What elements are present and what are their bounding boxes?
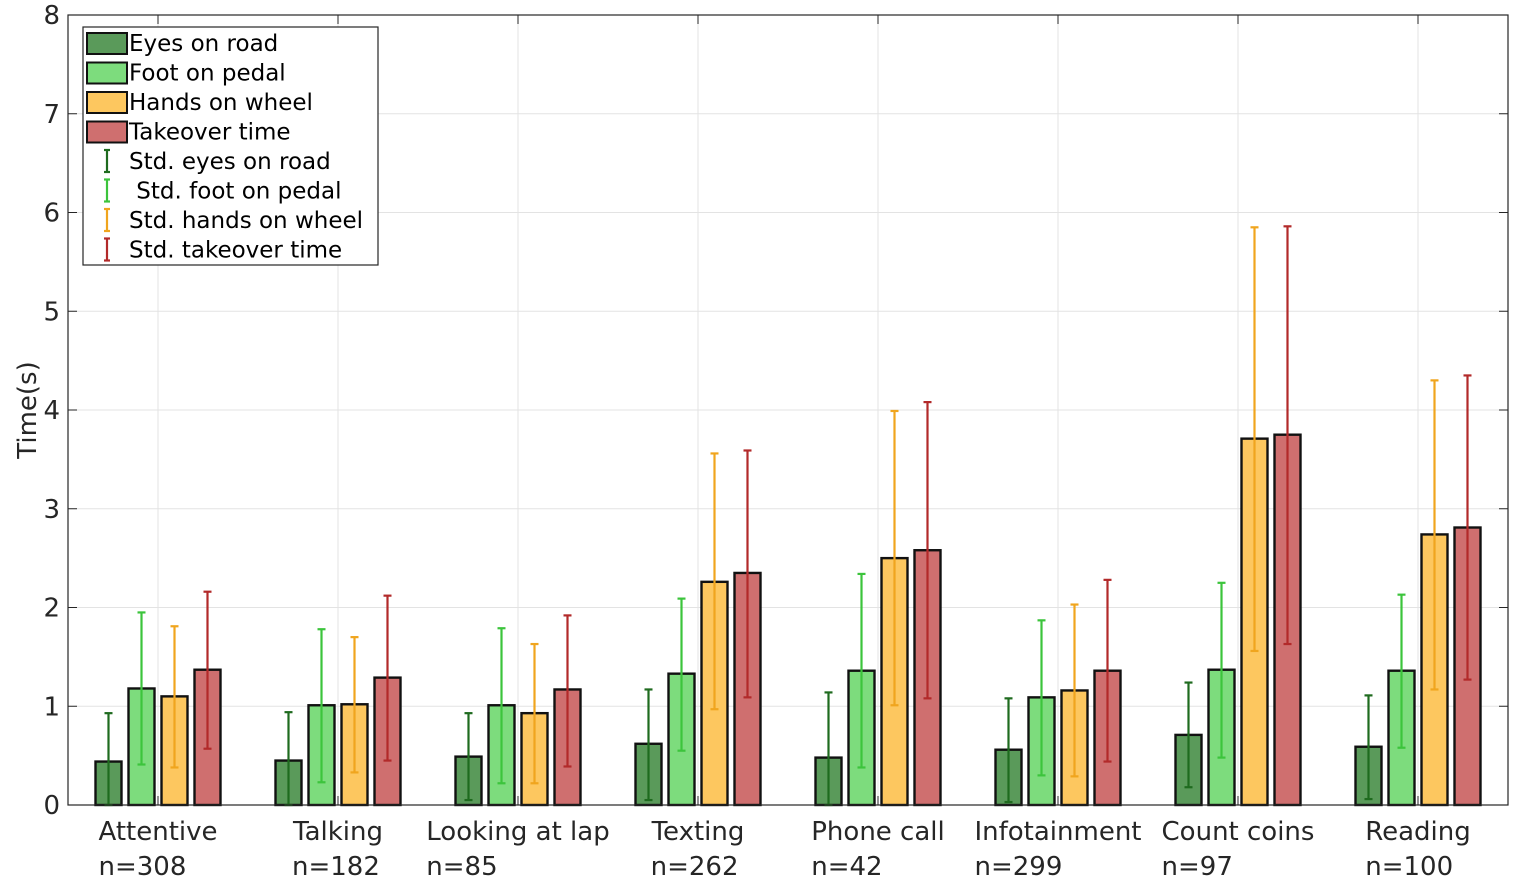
x-category-label: Phone call <box>811 817 944 847</box>
x-category-count: n=308 <box>99 852 187 882</box>
legend-swatch <box>86 61 128 85</box>
x-category-label: Attentive <box>99 817 218 847</box>
y-tick-label: 0 <box>43 791 60 821</box>
x-axis-categories: Attentive n=308 Talking n=182 Looking at lap… <box>99 817 1471 882</box>
legend-swatch <box>86 91 128 114</box>
x-category-count: n=299 <box>974 852 1062 882</box>
x-category-count: n=100 <box>1365 852 1453 882</box>
y-tick-label: 7 <box>43 100 60 130</box>
x-category-count: n=97 <box>1162 852 1233 882</box>
legend-label: Hands on wheel <box>129 90 313 116</box>
y-tick-label: 8 <box>43 1 60 31</box>
legend-label: Foot on pedal <box>129 61 286 87</box>
legend-label: Takeover time <box>128 120 291 146</box>
y-axis-label: Time(s) <box>13 361 43 459</box>
legend-label: Std. takeover time <box>129 238 342 264</box>
legend-swatch <box>86 120 128 144</box>
legend-label: Std. foot on pedal <box>129 179 342 205</box>
y-tick-label: 4 <box>43 396 60 426</box>
x-category-label: Texting <box>651 817 745 847</box>
x-category-count: n=182 <box>292 852 380 882</box>
y-tick-label: 1 <box>43 692 60 722</box>
bars <box>94 433 1482 807</box>
legend-box <box>82 26 379 266</box>
y-axis-ticks: 0 1 2 3 4 5 6 7 8 <box>43 1 1508 821</box>
x-category-label: Talking <box>292 817 383 847</box>
y-tick-label: 6 <box>43 199 60 229</box>
y-tick-label: 3 <box>43 495 60 525</box>
x-category-label: Reading <box>1365 817 1471 847</box>
legend-label: Std. eyes on road <box>129 149 331 175</box>
x-category-count: n=262 <box>651 852 739 882</box>
x-category-count: n=42 <box>811 852 882 882</box>
x-category-count: n=85 <box>426 852 497 882</box>
x-category-label: Infotainment <box>974 817 1141 847</box>
y-tick-label: 2 <box>43 594 60 624</box>
y-tick-label: 5 <box>43 297 60 327</box>
legend: Eyes on road Foot on pedal Hands on wheel T… <box>82 26 379 266</box>
x-category-label: Count coins <box>1162 817 1315 847</box>
legend-label: Eyes on road <box>129 31 278 57</box>
error-bars <box>104 225 1472 807</box>
legend-swatch <box>86 32 128 55</box>
legend-label: Std. hands on wheel <box>129 208 363 234</box>
x-category-label: Looking at lap <box>426 817 609 847</box>
